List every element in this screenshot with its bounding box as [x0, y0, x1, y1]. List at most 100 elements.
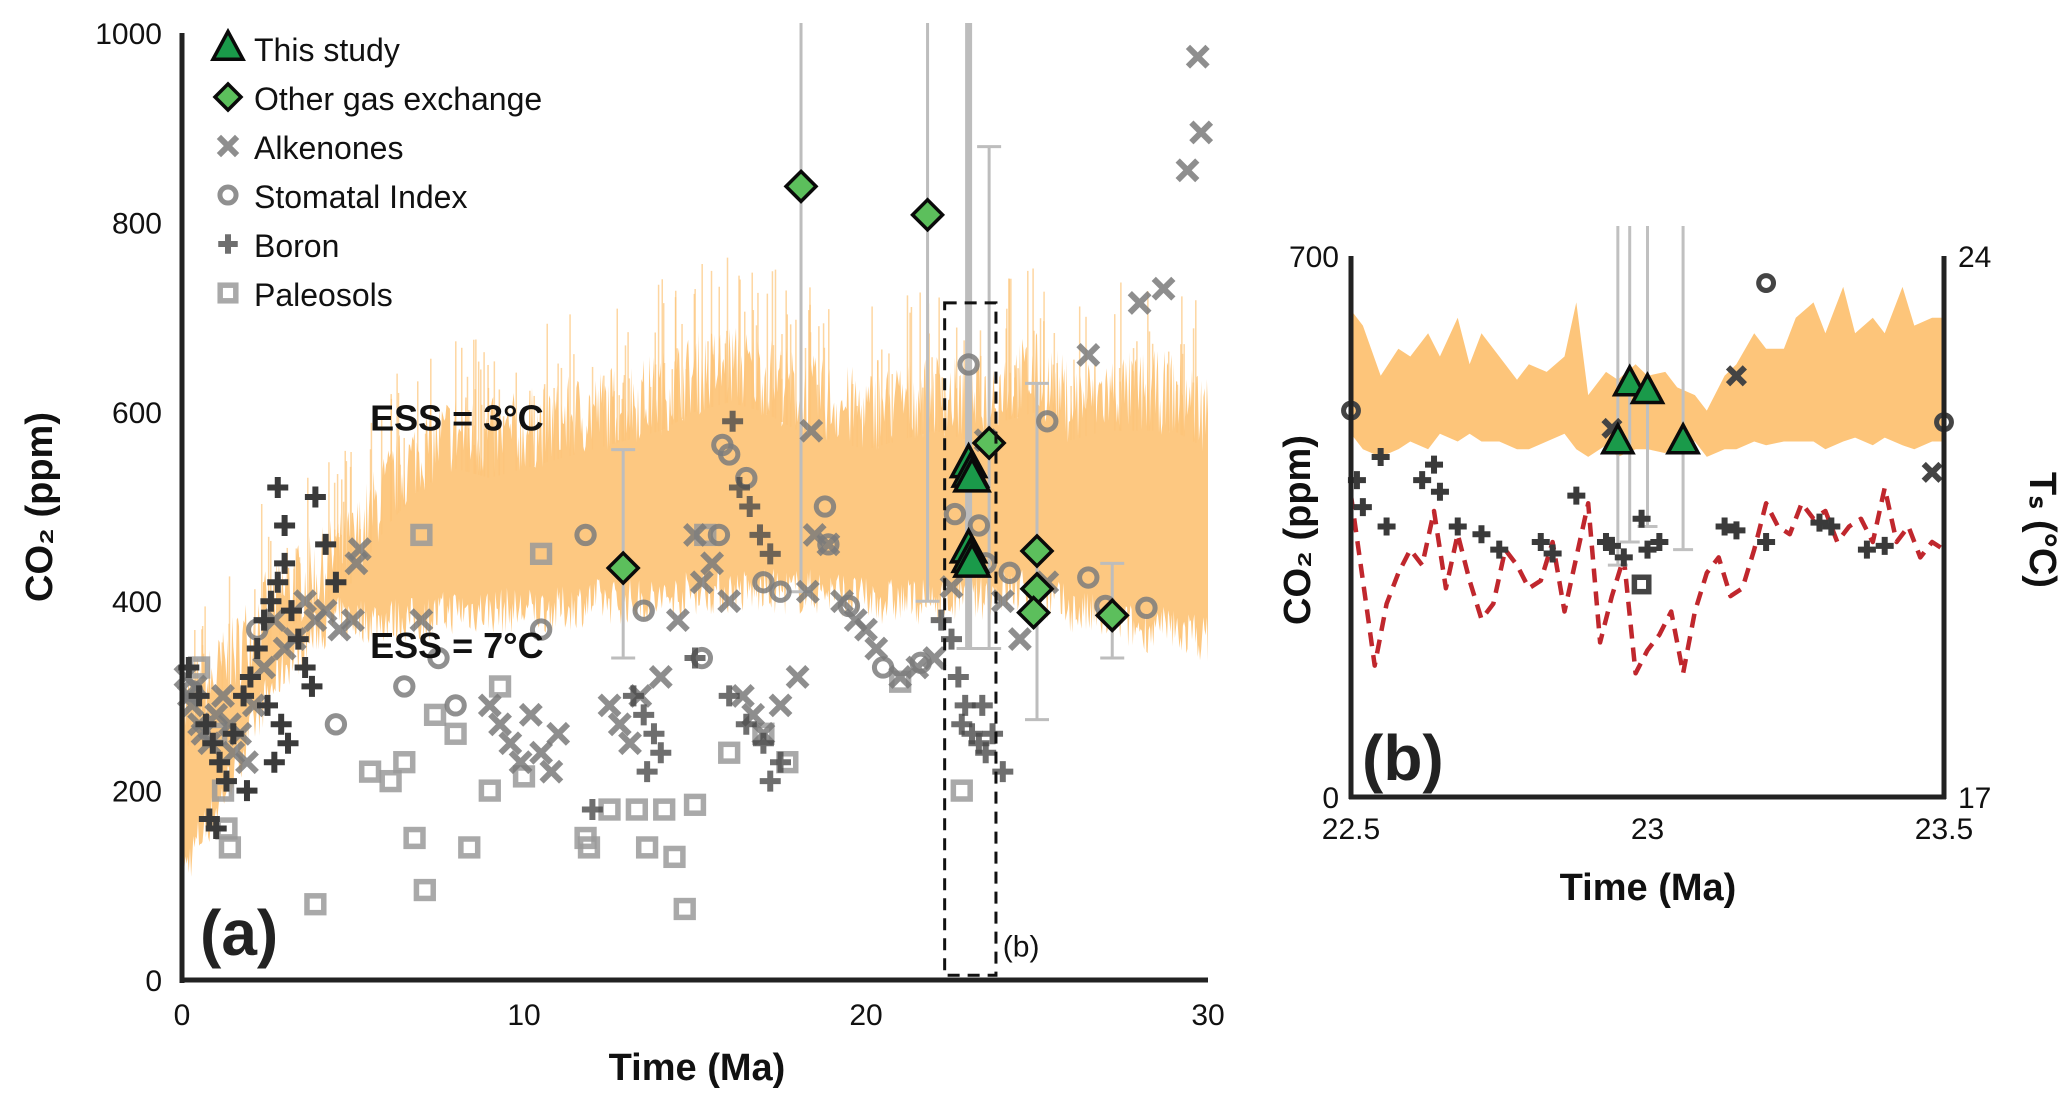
data-point-alkenones	[717, 589, 742, 614]
data-point-boron	[294, 656, 316, 678]
data-point-boron	[257, 694, 278, 716]
data-point-alkenones	[1007, 627, 1032, 652]
legend-plus-icon	[218, 234, 238, 254]
data-point-alkenones	[1175, 158, 1200, 183]
data-point-alkenones	[768, 693, 793, 718]
data-point-boron	[1614, 548, 1633, 567]
data-point-stomatal-index	[718, 443, 741, 466]
data-point-boron	[222, 723, 244, 745]
data-point-stomatal-index	[769, 580, 792, 603]
data-point-boron	[236, 780, 258, 802]
data-point-stomatal-index	[632, 599, 655, 622]
y-tick-label: 0	[145, 965, 162, 998]
data-point-alkenones	[730, 683, 755, 708]
data-point-alkenones	[529, 740, 554, 765]
data-point-boron	[759, 770, 781, 792]
data-point-alkenones	[518, 702, 543, 727]
data-point-stomatal-index	[817, 533, 840, 556]
data-point-stomatal-index	[1756, 273, 1777, 293]
data-point-alkenones	[597, 693, 622, 718]
data-point-stomatal-index	[529, 618, 553, 641]
data-point-stomatal-index	[393, 675, 416, 698]
legend-label: Alkenones	[254, 130, 403, 166]
data-point-paleosols	[358, 760, 382, 783]
data-point-boron	[759, 543, 781, 565]
data-point-boron	[263, 751, 285, 773]
data-point-alkenones	[816, 532, 841, 557]
data-point-this-study	[952, 455, 992, 493]
data-point-boron	[1377, 517, 1396, 536]
panel-a-points	[173, 44, 1214, 977]
data-point-alkenones	[347, 537, 372, 562]
data-point-boron	[971, 694, 993, 716]
data-point-alkenones	[211, 683, 235, 708]
panel-b-envelope	[1351, 286, 1944, 457]
legend-x-icon	[216, 134, 240, 158]
data-point-boron	[1715, 517, 1734, 536]
panel-b-temperature-line	[1351, 485, 1945, 676]
legend-label: Boron	[254, 228, 339, 264]
data-point-stomatal-index	[957, 353, 980, 376]
data-point-boron	[636, 761, 658, 783]
y2-axis-label-b: Tₛ (°C)	[2021, 472, 2063, 588]
data-point-boron	[267, 571, 289, 593]
data-point-alkenones	[830, 589, 854, 614]
data-point-boron	[581, 799, 603, 821]
data-point-alkenones	[488, 712, 512, 737]
annotation-ess-3: ESS = 3°C	[370, 398, 543, 439]
data-point-boron	[1727, 521, 1746, 540]
data-point-stomatal-index	[574, 523, 597, 547]
x-tick-label: 20	[849, 999, 882, 1032]
y2-tick-label: 24	[1958, 241, 1991, 274]
envelope-area	[182, 327, 1208, 887]
x-axis-label-a: Time (Ma)	[609, 1047, 786, 1089]
data-point-alkenones	[785, 665, 810, 689]
data-point-boron	[1875, 536, 1894, 555]
data-point-alkenones	[905, 655, 930, 680]
data-point-boron	[260, 590, 282, 612]
data-point-boron	[253, 609, 275, 631]
data-point-paleosols	[663, 845, 686, 869]
legend-item: Stomatal Index	[217, 179, 467, 215]
data-point-boron	[1543, 544, 1562, 563]
y-tick-label: 600	[112, 397, 162, 430]
data-point-boron	[1638, 540, 1657, 559]
x-axis-label-b: Time (Ma)	[1560, 867, 1737, 909]
data-point-stomatal-index	[1077, 566, 1100, 589]
data-point-alkenones	[546, 721, 571, 746]
data-point-boron	[951, 713, 973, 735]
data-point-boron	[622, 685, 644, 707]
data-point-boron	[1425, 455, 1444, 474]
data-point-stomatal-index	[752, 571, 775, 594]
data-point-alkenones	[1189, 120, 1214, 145]
data-point-boron	[650, 742, 672, 764]
data-point-other-gas-exchange	[605, 550, 641, 586]
data-point-boron	[188, 685, 210, 707]
data-point-boron	[728, 477, 750, 499]
data-point-paleosols	[1631, 574, 1652, 595]
data-point-this-study	[1611, 363, 1648, 397]
data-point-boron	[1490, 540, 1509, 559]
data-point-boron	[274, 514, 296, 536]
data-point-paleosols	[304, 893, 327, 916]
data-point-paleosols	[423, 703, 447, 726]
data-point-other-gas-exchange	[783, 168, 819, 204]
data-point-boron	[770, 751, 791, 773]
annotation-ess-7: ESS = 7°C	[370, 625, 543, 666]
data-point-paleosols	[598, 798, 621, 821]
inset-box	[943, 301, 998, 977]
data-point-boron	[246, 638, 268, 660]
x-tick-label: 23.5	[1915, 813, 1973, 846]
data-point-paleosols	[393, 751, 416, 774]
y-tick-label: 700	[1289, 241, 1339, 274]
data-point-paleosols	[410, 523, 433, 547]
data-point-alkenones	[1921, 461, 1943, 483]
data-point-stomatal-index	[1135, 596, 1158, 620]
data-point-boron	[947, 666, 969, 688]
data-point-paleosols	[488, 675, 512, 698]
legend-item: Other gas exchange	[212, 81, 542, 117]
data-point-boron	[277, 732, 299, 754]
data-point-alkenones	[700, 551, 725, 576]
data-point-stomatal-index	[1036, 410, 1059, 433]
data-point-boron	[930, 609, 952, 631]
